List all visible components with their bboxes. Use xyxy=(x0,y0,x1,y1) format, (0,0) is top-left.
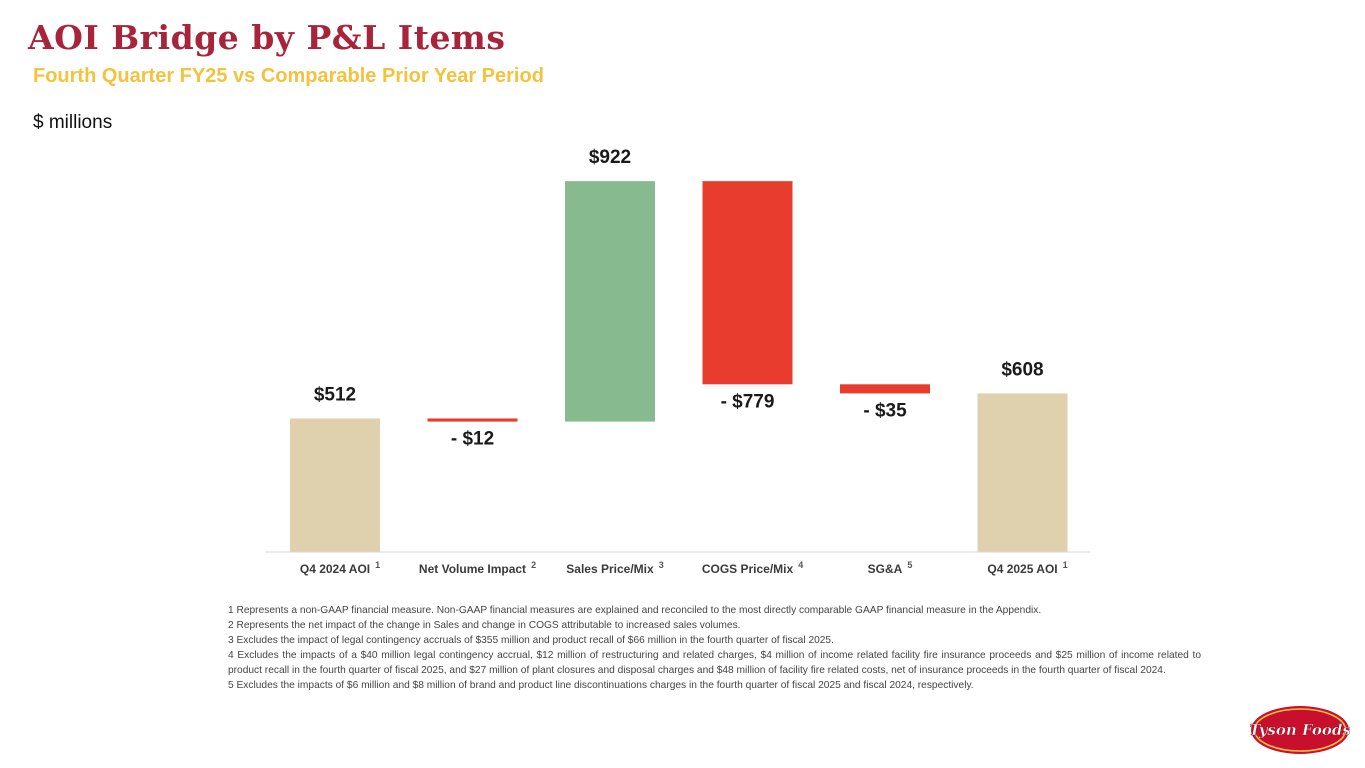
footnote-1: 1 Represents a non-GAAP financial measur… xyxy=(228,605,1042,616)
category-label-2: Sales Price/Mix xyxy=(566,562,654,576)
footnote-5: 5 Excludes the impacts of $6 million and… xyxy=(228,680,974,691)
footnote-ref-4: 5 xyxy=(907,560,912,570)
category-label-1: Net Volume Impact xyxy=(419,562,526,576)
category-label-4: SG&A xyxy=(868,562,903,576)
footnote-2: 2 Represents the net impact of the chang… xyxy=(228,620,741,631)
footnote-ref-0: 1 xyxy=(375,560,380,570)
footnote-ref-5: 1 xyxy=(1063,560,1068,570)
data-label-3: - $779 xyxy=(721,391,775,412)
bar-4 xyxy=(840,384,930,394)
page-title: AOI Bridge by P&L Items xyxy=(28,18,506,57)
category-label-5: Q4 2025 AOI xyxy=(987,562,1057,576)
data-label-2: $922 xyxy=(589,147,631,168)
footnote-ref-2: 3 xyxy=(659,560,664,570)
bar-0 xyxy=(290,418,380,552)
tyson-foods-logo: Tyson Foods xyxy=(1250,706,1350,754)
bar-3 xyxy=(702,181,793,385)
bar-2 xyxy=(565,181,655,422)
category-label-0: Q4 2024 AOI xyxy=(300,562,370,576)
bar-1 xyxy=(427,418,518,422)
footnote-4: 4 Excludes the impacts of a $40 million … xyxy=(228,650,1201,676)
logo-text: Tyson Foods xyxy=(1250,721,1350,739)
data-label-5: $608 xyxy=(1001,359,1043,380)
footnote-ref-3: 4 xyxy=(798,560,803,570)
data-label-4: - $35 xyxy=(863,400,907,421)
page-subtitle: Fourth Quarter FY25 vs Comparable Prior … xyxy=(33,65,544,87)
bar-5 xyxy=(977,393,1068,552)
footnote-ref-1: 2 xyxy=(531,560,536,570)
units-label: $ millions xyxy=(33,112,113,133)
category-label-3: COGS Price/Mix xyxy=(702,562,794,576)
data-label-1: - $12 xyxy=(451,429,494,450)
data-label-0: $512 xyxy=(314,384,356,405)
footnotes: 1 Represents a non-GAAP financial measur… xyxy=(228,603,1201,693)
waterfall-chart: $512 Q4 2024 AOI 1 - $12 Net Volume Impact 2 $… xyxy=(265,147,1090,576)
footnote-3: 3 Excludes the impact of legal contingen… xyxy=(228,635,834,646)
